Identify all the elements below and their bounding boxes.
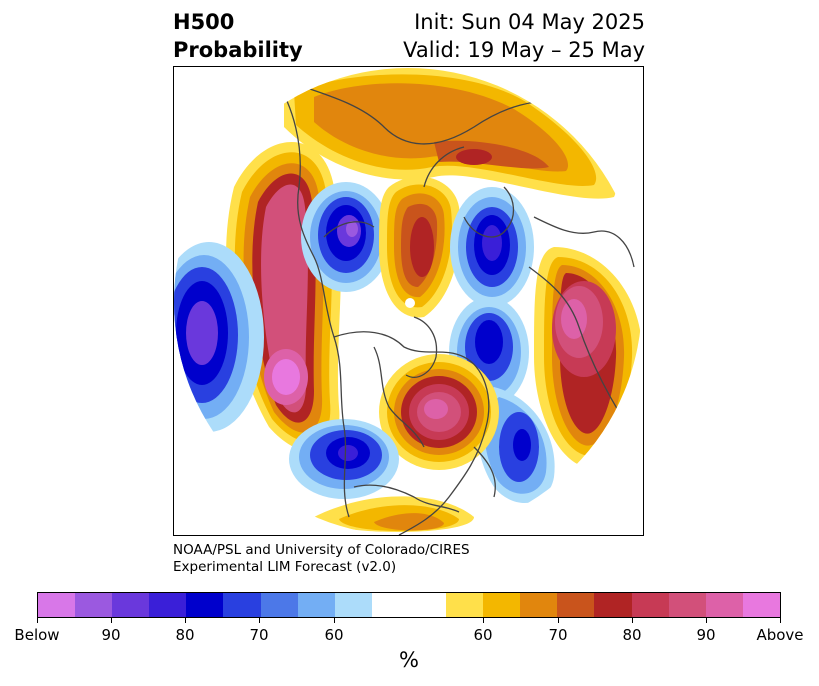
colorbar-segment	[557, 593, 595, 617]
colorbar-tick-label: 60	[473, 626, 493, 644]
polar-map	[173, 66, 644, 536]
colorbar-tick-label: 90	[101, 626, 121, 644]
colorbar-tick-mark	[706, 618, 707, 623]
colorbar-tick-label: 70	[249, 626, 269, 644]
credit-organization: NOAA/PSL and University of Colorado/CIRE…	[173, 542, 470, 558]
probability-map-canvas	[174, 68, 642, 535]
colorbar-segment	[260, 593, 298, 617]
colorbar-tick-mark	[632, 618, 633, 623]
colorbar-segment	[223, 593, 261, 617]
contour-below-southwest-us	[289, 419, 399, 499]
colorbar-segment	[446, 593, 484, 617]
colorbar-tick-mark	[780, 618, 781, 623]
colorbar-tick-mark	[259, 618, 260, 623]
colorbar-segment	[112, 593, 150, 617]
colorbar-segment	[483, 593, 521, 617]
colorbar-segment	[668, 593, 706, 617]
colorbar-segment	[705, 593, 743, 617]
title-type: Probability	[173, 38, 303, 62]
contour-above-arctic-belt	[284, 68, 616, 199]
init-date: Init: Sun 04 May 2025	[414, 10, 645, 34]
colorbar-tick-mark	[37, 618, 38, 623]
colorbar-segment-above	[742, 593, 780, 617]
contour-above-eastern-canada	[379, 354, 499, 470]
credit: NOAA/PSL and University of Colorado/CIRE…	[173, 542, 470, 576]
contour-below-east-siberia	[301, 182, 391, 292]
colorbar-tick-label: 70	[548, 626, 568, 644]
title-right: Init: Sun 04 May 2025 Valid: 19 May – 25…	[403, 8, 645, 64]
colorbar-tick-mark	[111, 618, 112, 623]
colorbar-tick-label: 90	[696, 626, 716, 644]
colorbar-segment	[334, 593, 372, 617]
colorbar	[37, 592, 781, 618]
colorbar-tick-mark	[185, 618, 186, 623]
colorbar-tick-mark	[483, 618, 484, 623]
colorbar-segment-neutral	[371, 593, 447, 617]
colorbar-tick-label: Above	[756, 626, 804, 644]
colorbar-segment-below	[38, 593, 76, 617]
colorbar-segment	[149, 593, 187, 617]
title-left: H500 Probability	[173, 8, 303, 64]
colorbar-tick-label: 80	[175, 626, 195, 644]
colorbar-segment	[520, 593, 558, 617]
colorbar-tick-mark	[558, 618, 559, 623]
valid-range: Valid: 19 May – 25 May	[403, 38, 645, 62]
colorbar-tick-label: Below	[14, 626, 60, 644]
colorbar-tick-mark	[334, 618, 335, 623]
colorbar-segment	[594, 593, 632, 617]
credit-model: Experimental LIM Forecast (v2.0)	[173, 559, 397, 575]
colorbar-segment	[75, 593, 113, 617]
colorbar-segment	[186, 593, 224, 617]
colorbar-tick-label: 80	[622, 626, 642, 644]
contour-below-scandinavia	[450, 187, 534, 307]
colorbar-segment	[631, 593, 669, 617]
coastlines	[273, 76, 642, 535]
title-variable: H500	[173, 10, 235, 34]
colorbar-unit: %	[399, 648, 419, 672]
colorbar-tick-label: 60	[324, 626, 344, 644]
colorbar-segment	[297, 593, 335, 617]
contour-above-arctic	[379, 176, 461, 318]
